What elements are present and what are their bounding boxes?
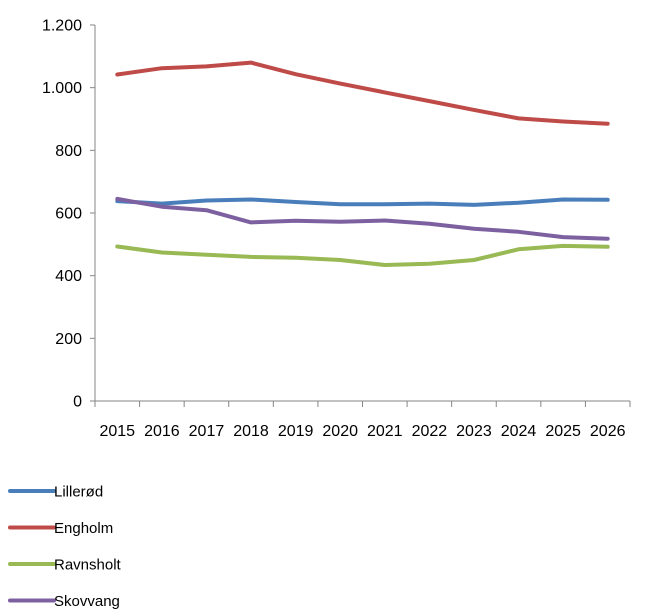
- y-tick-label: 1.200: [42, 18, 82, 35]
- legend: Lillerød Engholm Ravnsholt Skovvang: [8, 484, 122, 610]
- y-tick-label: 800: [55, 143, 82, 160]
- x-tick-label: 2024: [501, 423, 537, 440]
- x-tick-label: 2022: [412, 423, 448, 440]
- series-lines: [115, 60, 610, 267]
- legend-label: Ravnsholt: [54, 557, 122, 574]
- legend-item: Skovvang: [8, 593, 120, 610]
- x-tick-label: 2016: [144, 423, 180, 440]
- legend-item: Engholm: [8, 520, 113, 537]
- series-line-liller-d: [115, 197, 610, 207]
- legend-label: Skovvang: [54, 593, 120, 610]
- x-tick-label: 2018: [233, 423, 269, 440]
- series-line-skovvang: [115, 196, 610, 241]
- y-tick-label: 0: [73, 394, 82, 411]
- x-tick-label: 2019: [278, 423, 314, 440]
- legend-label: Lillerød: [54, 484, 103, 501]
- x-tick-label: 2021: [367, 423, 403, 440]
- y-tick-label: 1.000: [42, 80, 82, 97]
- y-tick-label: 600: [55, 206, 82, 223]
- x-tick-label: 2015: [99, 423, 135, 440]
- series-line-engholm: [115, 60, 610, 126]
- legend-label: Engholm: [54, 520, 113, 537]
- legend-item: Lillerød: [8, 484, 103, 501]
- legend-item: Ravnsholt: [8, 557, 122, 574]
- axes: 0 200 400 600 800 1.000 1.200 2015 2016 2017 2018 2…: [42, 18, 631, 440]
- x-tick-label: 2023: [456, 423, 492, 440]
- x-tick-label: 2025: [545, 423, 581, 440]
- y-tick-label: 400: [55, 268, 82, 285]
- series-line-ravnsholt: [115, 243, 610, 267]
- x-tick-label: 2026: [590, 423, 626, 440]
- x-tick-label: 2020: [322, 423, 358, 440]
- x-tick-label: 2017: [189, 423, 225, 440]
- y-tick-label: 200: [55, 331, 82, 348]
